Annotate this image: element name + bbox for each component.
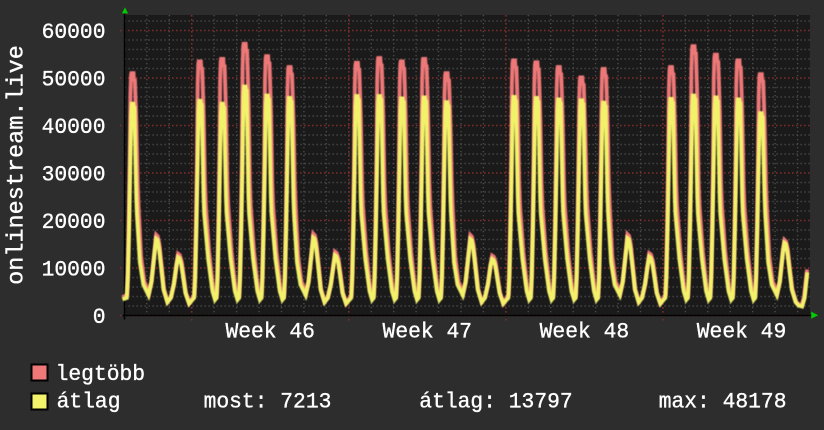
- svg-text:Week 47: Week 47: [383, 320, 473, 345]
- svg-text:40000: 40000: [42, 115, 106, 140]
- svg-text:most: 7213: most: 7213: [204, 390, 332, 415]
- svg-text:Week 46: Week 46: [225, 320, 315, 345]
- svg-text:Week 48: Week 48: [540, 320, 630, 345]
- svg-text:átlag: 13797: átlag: 13797: [419, 390, 572, 415]
- svg-text:20000: 20000: [42, 210, 106, 235]
- svg-text:onlinestream.live: onlinestream.live: [3, 45, 30, 285]
- svg-text:0: 0: [93, 305, 106, 330]
- svg-text:max: 48178: max: 48178: [659, 390, 787, 415]
- svg-text:50000: 50000: [42, 68, 106, 93]
- svg-text:30000: 30000: [42, 163, 106, 188]
- svg-text:10000: 10000: [42, 258, 106, 283]
- svg-text:Week 49: Week 49: [697, 320, 787, 345]
- svg-text:60000: 60000: [42, 20, 106, 45]
- svg-text:átlag: átlag: [57, 390, 121, 415]
- svg-text:legtöbb: legtöbb: [56, 362, 146, 387]
